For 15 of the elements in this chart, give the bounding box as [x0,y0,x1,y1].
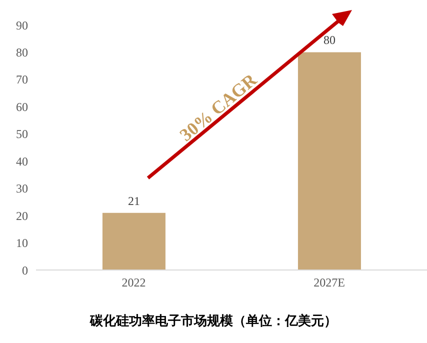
y-tick-label: 0 [22,263,28,278]
data-label: 21 [128,194,140,208]
y-tick-label: 70 [16,72,28,87]
y-tick-label: 20 [16,208,28,223]
y-tick-label: 50 [16,127,28,142]
y-tick-label: 60 [16,100,28,114]
text: 碳化硅功率电子市场规模（单位：亿美元） [88,312,338,330]
y-tick-label: 10 [16,236,28,250]
data-label: 80 [323,33,336,48]
y-tick-label: 40 [16,154,28,168]
y-tick-label: 30 [16,182,28,196]
x-tick-label: 2022 [122,276,146,290]
x-tick-label: 2027E [314,276,345,290]
y-tick-label: 80 [16,45,28,60]
y-tick-label: 90 [16,18,28,32]
